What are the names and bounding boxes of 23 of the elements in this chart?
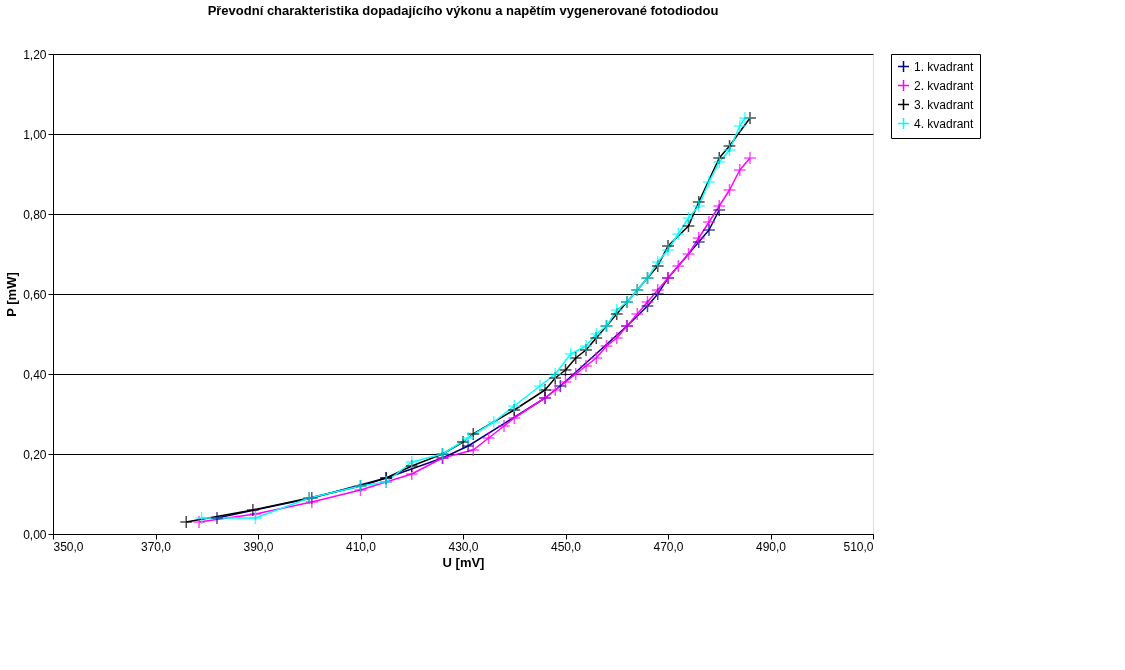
legend-label: 3. kvadrant (914, 97, 975, 112)
x-tick-label: 430,0 (448, 539, 479, 554)
y-tick-label: 0,80 (23, 207, 47, 222)
y-tick-label: 0,00 (23, 527, 47, 542)
y-tick-label: 0,60 (23, 287, 47, 302)
x-tick-label: 370,0 (140, 539, 172, 554)
x-tick-label: 450,0 (550, 539, 582, 554)
x-axis-title: U [mV] (442, 554, 485, 570)
legend-label: 1. kvadrant (914, 59, 975, 74)
y-tick-label: 1,20 (23, 47, 47, 62)
x-tick-label: 410,0 (345, 539, 377, 554)
x-tick-label: 350,0 (53, 539, 84, 554)
x-tick-label: 390,0 (243, 539, 274, 554)
legend-label: 2. kvadrant (914, 78, 975, 93)
chart-title: Převodní charakteristika dopadajícího výkonu a napětím vygenerované fotodiodou (207, 3, 719, 18)
legend-label: 4. kvadrant (914, 116, 975, 131)
x-tick-label: 510,0 (843, 539, 874, 554)
x-tick-label: 470,0 (653, 539, 684, 554)
y-tick-label: 0,20 (23, 447, 47, 462)
x-tick-label: 490,0 (755, 539, 787, 554)
y-axis-title: P [mW] (4, 272, 20, 317)
y-tick-label: 1,00 (23, 127, 47, 142)
y-tick-label: 0,40 (23, 367, 47, 382)
